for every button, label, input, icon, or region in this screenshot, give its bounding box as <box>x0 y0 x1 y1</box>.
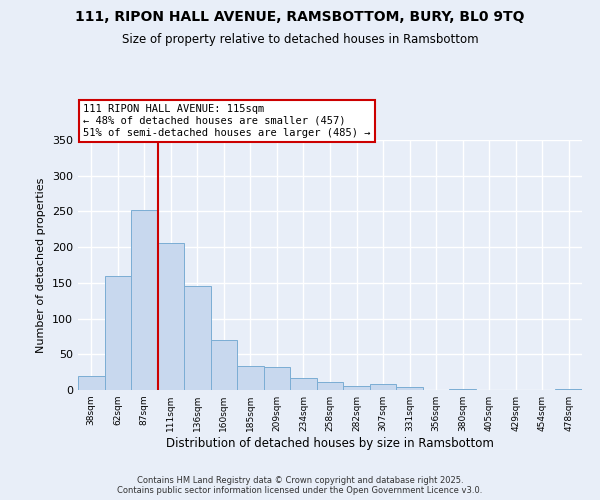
Bar <box>211 340 237 390</box>
Text: 111 RIPON HALL AVENUE: 115sqm
← 48% of detached houses are smaller (457)
51% of : 111 RIPON HALL AVENUE: 115sqm ← 48% of d… <box>83 104 371 138</box>
Bar <box>397 387 423 390</box>
Text: Contains HM Land Registry data © Crown copyright and database right 2025.
Contai: Contains HM Land Registry data © Crown c… <box>118 476 482 495</box>
Bar <box>263 367 290 390</box>
Bar <box>343 386 370 390</box>
Bar <box>131 210 158 390</box>
Bar <box>317 382 343 390</box>
Bar <box>290 378 317 390</box>
Text: 111, RIPON HALL AVENUE, RAMSBOTTOM, BURY, BL0 9TQ: 111, RIPON HALL AVENUE, RAMSBOTTOM, BURY… <box>75 10 525 24</box>
Bar <box>370 384 397 390</box>
Bar <box>237 366 263 390</box>
Bar <box>184 286 211 390</box>
Bar <box>556 388 582 390</box>
Y-axis label: Number of detached properties: Number of detached properties <box>37 178 46 352</box>
Text: Size of property relative to detached houses in Ramsbottom: Size of property relative to detached ho… <box>122 32 478 46</box>
Bar <box>104 276 131 390</box>
Bar <box>158 243 184 390</box>
Bar <box>78 376 104 390</box>
X-axis label: Distribution of detached houses by size in Ramsbottom: Distribution of detached houses by size … <box>166 437 494 450</box>
